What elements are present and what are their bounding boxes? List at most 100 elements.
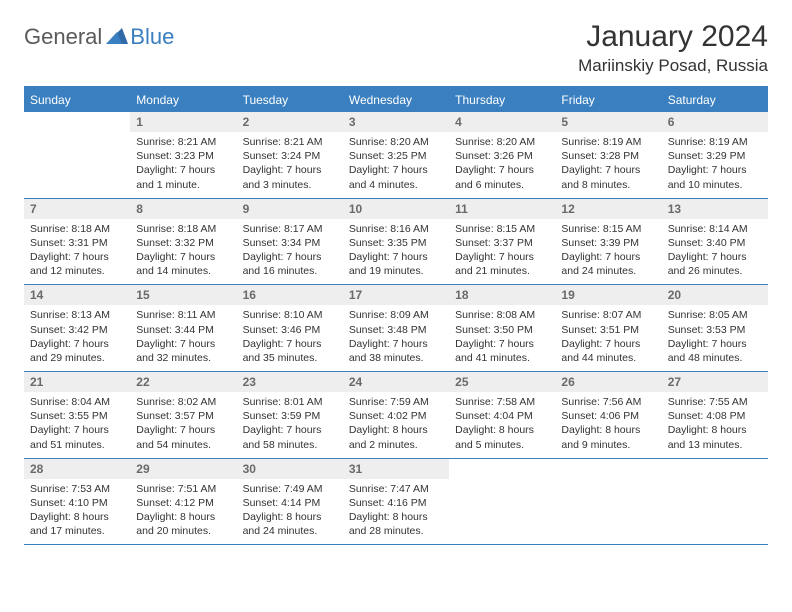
day-number: 12 <box>555 199 661 219</box>
day-cell: 29Sunrise: 7:51 AMSunset: 4:12 PMDayligh… <box>130 459 236 545</box>
day-number: 31 <box>343 459 449 479</box>
day-cell: 28Sunrise: 7:53 AMSunset: 4:10 PMDayligh… <box>24 459 130 545</box>
day-body: Sunrise: 8:10 AMSunset: 3:46 PMDaylight:… <box>237 305 343 371</box>
daylight-text: Daylight: 8 hours and 2 minutes. <box>349 423 443 451</box>
sunrise-text: Sunrise: 8:05 AM <box>668 308 762 322</box>
weekday-header: Wednesday <box>343 88 449 112</box>
day-body: Sunrise: 8:18 AMSunset: 3:32 PMDaylight:… <box>130 219 236 285</box>
day-cell: 26Sunrise: 7:56 AMSunset: 4:06 PMDayligh… <box>555 372 661 458</box>
sunset-text: Sunset: 3:28 PM <box>561 149 655 163</box>
day-body: Sunrise: 8:21 AMSunset: 3:23 PMDaylight:… <box>130 132 236 198</box>
week-row: 21Sunrise: 8:04 AMSunset: 3:55 PMDayligh… <box>24 372 768 459</box>
sunset-text: Sunset: 4:02 PM <box>349 409 443 423</box>
day-body: Sunrise: 8:05 AMSunset: 3:53 PMDaylight:… <box>662 305 768 371</box>
day-body: Sunrise: 7:55 AMSunset: 4:08 PMDaylight:… <box>662 392 768 458</box>
day-number: 21 <box>24 372 130 392</box>
day-body: Sunrise: 8:11 AMSunset: 3:44 PMDaylight:… <box>130 305 236 371</box>
day-cell <box>555 459 661 545</box>
daylight-text: Daylight: 8 hours and 17 minutes. <box>30 510 124 538</box>
day-body: Sunrise: 8:18 AMSunset: 3:31 PMDaylight:… <box>24 219 130 285</box>
day-body: Sunrise: 8:19 AMSunset: 3:28 PMDaylight:… <box>555 132 661 198</box>
weekday-header-row: SundayMondayTuesdayWednesdayThursdayFrid… <box>24 88 768 112</box>
day-cell: 7Sunrise: 8:18 AMSunset: 3:31 PMDaylight… <box>24 199 130 285</box>
daylight-text: Daylight: 7 hours and 19 minutes. <box>349 250 443 278</box>
daylight-text: Daylight: 7 hours and 26 minutes. <box>668 250 762 278</box>
day-cell: 31Sunrise: 7:47 AMSunset: 4:16 PMDayligh… <box>343 459 449 545</box>
day-number: 20 <box>662 285 768 305</box>
day-number: 8 <box>130 199 236 219</box>
day-number: 15 <box>130 285 236 305</box>
sunset-text: Sunset: 3:35 PM <box>349 236 443 250</box>
sunset-text: Sunset: 3:48 PM <box>349 323 443 337</box>
daylight-text: Daylight: 8 hours and 28 minutes. <box>349 510 443 538</box>
sunrise-text: Sunrise: 8:21 AM <box>243 135 337 149</box>
sunset-text: Sunset: 4:12 PM <box>136 496 230 510</box>
day-cell: 19Sunrise: 8:07 AMSunset: 3:51 PMDayligh… <box>555 285 661 371</box>
day-cell: 2Sunrise: 8:21 AMSunset: 3:24 PMDaylight… <box>237 112 343 198</box>
sunrise-text: Sunrise: 7:47 AM <box>349 482 443 496</box>
daylight-text: Daylight: 7 hours and 54 minutes. <box>136 423 230 451</box>
day-cell: 21Sunrise: 8:04 AMSunset: 3:55 PMDayligh… <box>24 372 130 458</box>
sunset-text: Sunset: 3:53 PM <box>668 323 762 337</box>
day-number <box>662 459 768 479</box>
weekday-header: Sunday <box>24 88 130 112</box>
sunset-text: Sunset: 3:42 PM <box>30 323 124 337</box>
sunrise-text: Sunrise: 8:15 AM <box>455 222 549 236</box>
week-row: 1Sunrise: 8:21 AMSunset: 3:23 PMDaylight… <box>24 112 768 199</box>
location: Mariinskiy Posad, Russia <box>578 56 768 76</box>
sunrise-text: Sunrise: 8:14 AM <box>668 222 762 236</box>
day-cell: 24Sunrise: 7:59 AMSunset: 4:02 PMDayligh… <box>343 372 449 458</box>
sunrise-text: Sunrise: 8:15 AM <box>561 222 655 236</box>
day-cell: 12Sunrise: 8:15 AMSunset: 3:39 PMDayligh… <box>555 199 661 285</box>
sunrise-text: Sunrise: 8:04 AM <box>30 395 124 409</box>
day-number: 4 <box>449 112 555 132</box>
logo-text-right: Blue <box>130 24 174 50</box>
daylight-text: Daylight: 7 hours and 44 minutes. <box>561 337 655 365</box>
day-cell: 18Sunrise: 8:08 AMSunset: 3:50 PMDayligh… <box>449 285 555 371</box>
day-body <box>24 132 130 141</box>
sunset-text: Sunset: 4:06 PM <box>561 409 655 423</box>
week-row: 7Sunrise: 8:18 AMSunset: 3:31 PMDaylight… <box>24 199 768 286</box>
sunrise-text: Sunrise: 8:19 AM <box>561 135 655 149</box>
day-number: 11 <box>449 199 555 219</box>
weekday-header: Monday <box>130 88 236 112</box>
day-number: 13 <box>662 199 768 219</box>
daylight-text: Daylight: 7 hours and 41 minutes. <box>455 337 549 365</box>
sunset-text: Sunset: 3:23 PM <box>136 149 230 163</box>
day-body: Sunrise: 8:09 AMSunset: 3:48 PMDaylight:… <box>343 305 449 371</box>
sunrise-text: Sunrise: 7:49 AM <box>243 482 337 496</box>
sunrise-text: Sunrise: 8:13 AM <box>30 308 124 322</box>
sunset-text: Sunset: 3:40 PM <box>668 236 762 250</box>
sunset-text: Sunset: 4:08 PM <box>668 409 762 423</box>
sunrise-text: Sunrise: 8:10 AM <box>243 308 337 322</box>
calendar: SundayMondayTuesdayWednesdayThursdayFrid… <box>24 86 768 545</box>
sunrise-text: Sunrise: 8:20 AM <box>455 135 549 149</box>
daylight-text: Daylight: 7 hours and 24 minutes. <box>561 250 655 278</box>
sunrise-text: Sunrise: 8:18 AM <box>30 222 124 236</box>
sunset-text: Sunset: 3:31 PM <box>30 236 124 250</box>
day-number: 16 <box>237 285 343 305</box>
daylight-text: Daylight: 8 hours and 20 minutes. <box>136 510 230 538</box>
sunrise-text: Sunrise: 8:11 AM <box>136 308 230 322</box>
sunrise-text: Sunrise: 8:21 AM <box>136 135 230 149</box>
day-cell: 22Sunrise: 8:02 AMSunset: 3:57 PMDayligh… <box>130 372 236 458</box>
day-cell: 11Sunrise: 8:15 AMSunset: 3:37 PMDayligh… <box>449 199 555 285</box>
day-body: Sunrise: 7:47 AMSunset: 4:16 PMDaylight:… <box>343 479 449 545</box>
day-body: Sunrise: 8:02 AMSunset: 3:57 PMDaylight:… <box>130 392 236 458</box>
day-body: Sunrise: 8:20 AMSunset: 3:25 PMDaylight:… <box>343 132 449 198</box>
sunset-text: Sunset: 3:26 PM <box>455 149 549 163</box>
sunrise-text: Sunrise: 8:07 AM <box>561 308 655 322</box>
day-body: Sunrise: 7:53 AMSunset: 4:10 PMDaylight:… <box>24 479 130 545</box>
day-body: Sunrise: 7:56 AMSunset: 4:06 PMDaylight:… <box>555 392 661 458</box>
daylight-text: Daylight: 7 hours and 8 minutes. <box>561 163 655 191</box>
day-cell <box>449 459 555 545</box>
day-number: 1 <box>130 112 236 132</box>
day-number: 19 <box>555 285 661 305</box>
sunset-text: Sunset: 3:57 PM <box>136 409 230 423</box>
day-cell: 25Sunrise: 7:58 AMSunset: 4:04 PMDayligh… <box>449 372 555 458</box>
daylight-text: Daylight: 8 hours and 9 minutes. <box>561 423 655 451</box>
day-number <box>24 112 130 132</box>
day-number: 27 <box>662 372 768 392</box>
sunset-text: Sunset: 3:37 PM <box>455 236 549 250</box>
sunset-text: Sunset: 3:25 PM <box>349 149 443 163</box>
